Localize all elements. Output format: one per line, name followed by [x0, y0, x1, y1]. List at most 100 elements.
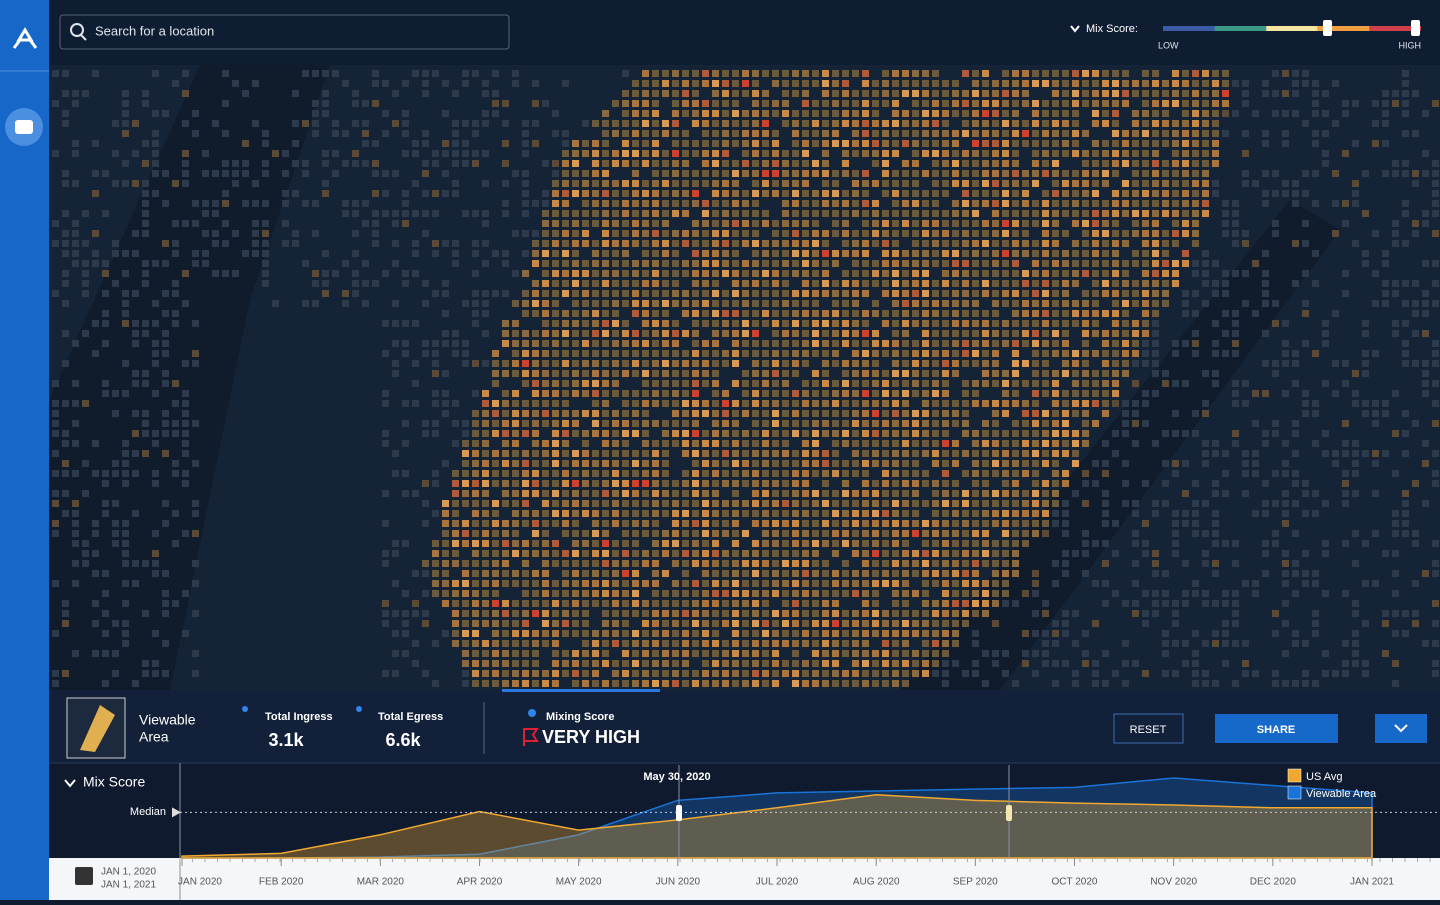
map-cell [842, 80, 849, 87]
map-cell [672, 400, 679, 407]
map-cell [522, 350, 529, 357]
map-cell [692, 620, 699, 627]
map-cell [832, 470, 839, 477]
map-cell [512, 660, 519, 667]
map-cell [532, 570, 539, 577]
map-cell [1062, 120, 1069, 127]
map-cell [462, 500, 469, 507]
slider-handle[interactable] [1323, 20, 1332, 36]
map-cell [882, 550, 889, 557]
map-cell [462, 80, 469, 87]
map-cell [1252, 670, 1259, 677]
map-cell [852, 270, 859, 277]
map-cell [102, 630, 109, 637]
map-cell [742, 340, 749, 347]
map-cell [652, 480, 659, 487]
map-cell [792, 360, 799, 367]
map-cell [382, 350, 389, 357]
map-cell [972, 480, 979, 487]
map-cell [1412, 230, 1419, 237]
map-cell [1222, 110, 1229, 117]
map-cell [492, 510, 499, 517]
map-cell [1022, 300, 1029, 307]
map-cell [882, 150, 889, 157]
map-cell [762, 130, 769, 137]
map-cell [52, 380, 59, 387]
map-cell [832, 310, 839, 317]
map-cell [1382, 450, 1389, 457]
map-cell [1232, 560, 1239, 567]
map-cell [652, 400, 659, 407]
map-cell [372, 190, 379, 197]
map-cell [842, 650, 849, 657]
map-cell [1202, 170, 1209, 177]
map-cell [152, 130, 159, 137]
map-cell [1002, 580, 1009, 587]
map-cell [962, 260, 969, 267]
map-cell [622, 630, 629, 637]
map-cell [52, 530, 59, 537]
map-cell [862, 70, 869, 77]
map-cell [542, 640, 549, 647]
map-cell [502, 630, 509, 637]
map-cell [292, 90, 299, 97]
map-cell [982, 240, 989, 247]
map-cell [552, 580, 559, 587]
map-cell [602, 480, 609, 487]
map-cell [1412, 540, 1419, 547]
map-cell [1202, 590, 1209, 597]
map-cell [632, 400, 639, 407]
map-cell [1052, 120, 1059, 127]
map-cell [862, 620, 869, 627]
map-cell [1022, 510, 1029, 517]
map-cell [962, 180, 969, 187]
map-cell [542, 160, 549, 167]
map-cell [432, 420, 439, 427]
map-cell [742, 470, 749, 477]
map-cell [1142, 210, 1149, 217]
map-cell [422, 420, 429, 427]
map-cell [902, 230, 909, 237]
map-cell [732, 80, 739, 87]
map-cell [772, 190, 779, 197]
map-cell [642, 140, 649, 147]
map-cell [1172, 410, 1179, 417]
map-cell [912, 610, 919, 617]
map-cell [762, 510, 769, 517]
map-cell [1092, 140, 1099, 147]
map-cell [1342, 470, 1349, 477]
map-cell [882, 450, 889, 457]
map-cell [1112, 160, 1119, 167]
map-cell [732, 540, 739, 547]
map-cell [1182, 90, 1189, 97]
map-cell [832, 400, 839, 407]
map-cell [1122, 430, 1129, 437]
map-cell [732, 670, 739, 677]
map-cell [532, 380, 539, 387]
map-cell [892, 330, 899, 337]
map-cell [492, 590, 499, 597]
map-cell [692, 90, 699, 97]
slider-handle[interactable] [1411, 20, 1420, 36]
map-cell [432, 430, 439, 437]
map-cell [1112, 240, 1119, 247]
map-cell [652, 470, 659, 477]
map-cell [692, 450, 699, 457]
map-cell [1072, 180, 1079, 187]
map-cell [422, 670, 429, 677]
map-cell [1072, 120, 1079, 127]
map-cell [682, 490, 689, 497]
map-cell [812, 600, 819, 607]
map-cell [512, 400, 519, 407]
map-cell [582, 210, 589, 217]
map-cell [972, 520, 979, 527]
map-cell [1342, 640, 1349, 647]
map-cell [582, 470, 589, 477]
map-cell [722, 440, 729, 447]
map-cell [1192, 70, 1199, 77]
map-cell [532, 470, 539, 477]
map-cell [722, 550, 729, 557]
map-cell [972, 660, 979, 667]
map-cell [912, 240, 919, 247]
map-cell [842, 150, 849, 157]
